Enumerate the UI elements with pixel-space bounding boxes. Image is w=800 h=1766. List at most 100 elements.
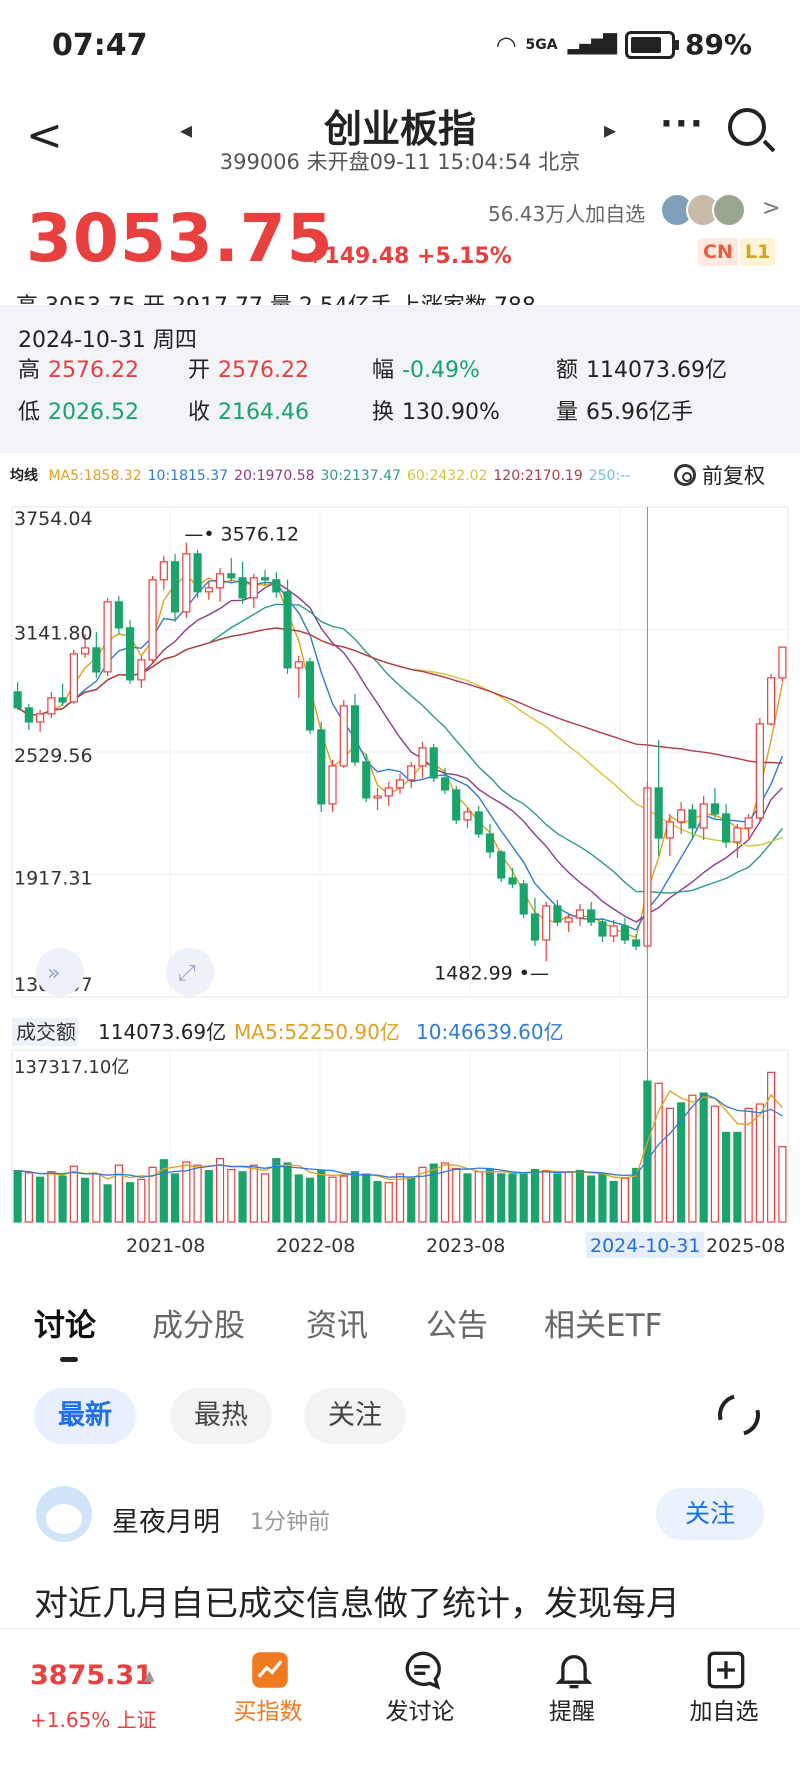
- volume-bar: [159, 1159, 168, 1223]
- bottom-nav-trend-chart[interactable]: 买指数: [218, 1650, 318, 1726]
- search-icon[interactable]: [728, 108, 766, 146]
- bottom-nav-label: 买指数: [233, 1699, 303, 1725]
- candle-body: [497, 851, 506, 879]
- candle-body: [463, 811, 472, 821]
- ma-legend-item: 60:2432.02: [406, 468, 488, 484]
- volume-bar: [384, 1182, 393, 1223]
- refresh-icon[interactable]: [710, 1386, 768, 1444]
- info-label: 高: [18, 358, 41, 383]
- candle-body: [699, 803, 708, 829]
- candle-body: [733, 827, 742, 843]
- candle-body: [519, 883, 528, 915]
- candle-body: [215, 573, 225, 589]
- back-icon[interactable]: <: [26, 110, 63, 161]
- info-cell: 开 2576.22: [188, 352, 309, 384]
- volume-bar: [283, 1162, 292, 1223]
- status-bar: 07:47 ◠ 5GA ▂▄▆█ 89%: [0, 0, 800, 90]
- tab-0[interactable]: 讨论: [34, 1308, 96, 1344]
- candle-body: [170, 561, 180, 613]
- candle-body: [182, 553, 191, 613]
- candle-body: [429, 747, 438, 779]
- volume-bar: [126, 1182, 135, 1223]
- candle-body: [665, 821, 674, 839]
- candle-body: [260, 577, 270, 581]
- volume-bar: [137, 1178, 146, 1223]
- candle-body: [204, 587, 213, 593]
- candle-body: [722, 813, 731, 843]
- double-chevron-icon: »: [47, 961, 60, 986]
- more-icon[interactable]: ···: [660, 104, 705, 144]
- candle-body: [710, 803, 719, 815]
- adjust-button[interactable]: 前复权: [674, 460, 765, 490]
- info-cell: 幅 -0.49%: [372, 352, 480, 384]
- bottom-nav-label: 提醒: [549, 1699, 595, 1725]
- volume-ma5: MA5:52250.90亿: [234, 1020, 400, 1044]
- ma-legend[interactable]: 均线 MA5:1858.32 10:1815.37 20:1970.58 30:213…: [10, 465, 642, 485]
- volume-bar: [609, 1180, 618, 1223]
- low-annotation: 1482.99 •—: [434, 962, 549, 984]
- candle-body: [294, 661, 303, 669]
- tab-3[interactable]: 公告: [426, 1308, 488, 1344]
- volume-bar: [485, 1168, 495, 1223]
- volume-bar: [373, 1180, 382, 1223]
- quote-summary-row: 高 3053.75 开 2917.77 量 2.54亿手 上涨家数 788: [16, 288, 796, 306]
- tab-indicator: [60, 1357, 78, 1362]
- followers-count[interactable]: 56.43万人加自选: [488, 202, 646, 226]
- sort-pill[interactable]: 关注: [304, 1388, 406, 1444]
- current-price: 3053.75: [26, 200, 334, 277]
- volume-bar: [440, 1162, 450, 1223]
- volume-bar: [47, 1171, 56, 1223]
- volume-axis-top: 137317.10亿: [14, 1057, 129, 1078]
- follow-button[interactable]: 关注: [656, 1488, 764, 1540]
- headphone-icon: ◠: [497, 30, 516, 59]
- volume-bar: [170, 1173, 180, 1223]
- info-date: 2024-10-31 周四: [18, 328, 197, 353]
- volume-bar: [587, 1175, 596, 1223]
- candle-body: [755, 723, 764, 819]
- volume-bar: [81, 1177, 90, 1223]
- candle-body: [36, 713, 45, 723]
- candle-info-panel: [0, 305, 800, 453]
- sort-pill[interactable]: 最新: [34, 1388, 136, 1444]
- chevron-right-icon[interactable]: >: [762, 196, 781, 221]
- info-value: 2164.46: [218, 400, 309, 425]
- post-text[interactable]: 对近几月自已成交信息做了统计，发现每月: [34, 1584, 680, 1624]
- candle-body: [440, 777, 450, 791]
- market-badge-cn: CN: [698, 238, 738, 266]
- candle-body: [418, 747, 427, 767]
- index-ticker-value[interactable]: 3875.31: [30, 1660, 153, 1691]
- info-label: 幅: [372, 358, 395, 383]
- volume-bar: [463, 1173, 472, 1223]
- candle-body: [328, 765, 337, 805]
- tab-1[interactable]: 成分股: [152, 1308, 245, 1344]
- volume-bar: [542, 1170, 551, 1223]
- bottom-nav-label: 加自选: [689, 1699, 759, 1725]
- candle-body: [474, 811, 483, 835]
- prev-stock-icon[interactable]: ◂: [180, 116, 193, 144]
- bottom-nav-chat-bubble[interactable]: 发讨论: [370, 1650, 470, 1726]
- tab-4[interactable]: 相关ETF: [544, 1308, 663, 1344]
- ma-legend-item: 120:2170.19: [493, 468, 583, 484]
- avatar[interactable]: [36, 1486, 92, 1542]
- volume-bar: [564, 1171, 573, 1223]
- next-stock-icon[interactable]: ▸: [604, 116, 617, 144]
- sort-pill[interactable]: 最热: [170, 1388, 272, 1444]
- tab-2[interactable]: 资讯: [306, 1308, 368, 1344]
- info-label: 收: [188, 400, 211, 425]
- page-subtitle: 399006 未开盘09-11 15:04:54 北京: [219, 150, 581, 174]
- volume-ma10: 10:46639.60亿: [416, 1020, 564, 1044]
- index-ticker-change[interactable]: +1.65% 上证: [30, 1708, 157, 1732]
- volume-bar: [553, 1173, 562, 1223]
- post-username[interactable]: 星夜月明: [112, 1507, 220, 1538]
- price-tick-label: 3141.80: [14, 623, 93, 645]
- candle-body: [542, 905, 551, 941]
- bottom-nav-bell[interactable]: 提醒: [522, 1650, 622, 1726]
- info-cell: 量 65.96亿手: [556, 394, 693, 426]
- volume-bar: [418, 1166, 427, 1223]
- bottom-nav-plus-square[interactable]: 加自选: [674, 1650, 774, 1726]
- volume-bar: [339, 1175, 348, 1223]
- candle-body: [339, 705, 348, 767]
- follower-avatars[interactable]: [660, 193, 746, 227]
- volume-bar: [272, 1158, 281, 1223]
